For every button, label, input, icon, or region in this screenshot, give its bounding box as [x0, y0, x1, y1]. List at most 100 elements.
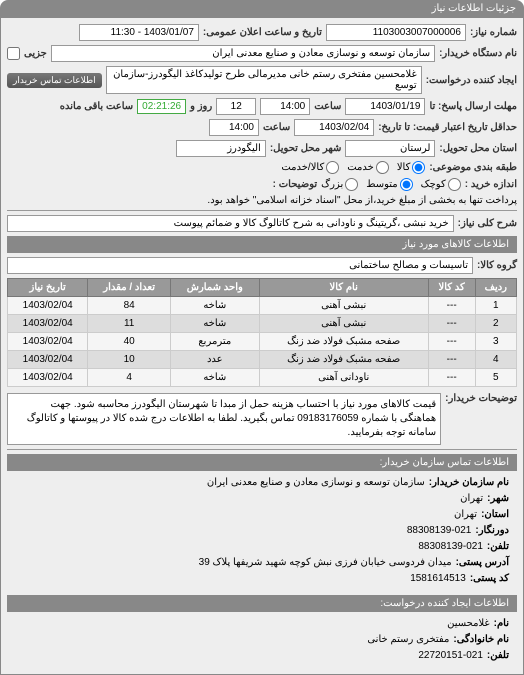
- payment-note-label: توضیحات :: [273, 179, 317, 190]
- resp-label: مهلت ارسال پاسخ: تا: [429, 101, 517, 112]
- panel-title: جزئیات اطلاعات نیاز: [0, 0, 524, 17]
- contact-info: نام سازمان خریدار:سازمان توسعه و نوسازی …: [7, 471, 517, 591]
- req-no: 1103003007000006: [326, 24, 466, 41]
- radio-goods-label: کالا: [397, 162, 411, 173]
- goods-table: ردیفکد کالانام کالاواحد شمارشتعداد / مقد…: [7, 278, 517, 387]
- valid-date: 1403/02/04: [294, 119, 374, 136]
- table-cell: ---: [428, 351, 475, 369]
- goods-header: اطلاعات کالاهای مورد نیاز: [7, 236, 517, 253]
- table-cell: 1403/02/04: [8, 333, 88, 351]
- delivery-state: لرستان: [345, 140, 435, 157]
- radio-medium[interactable]: [400, 178, 413, 191]
- valid-hour: 14:00: [209, 119, 259, 136]
- delivery-city-label: شهر محل تحویل:: [270, 143, 342, 154]
- table-cell: صفحه مشبک فولاد ضد زنگ: [259, 351, 428, 369]
- table-row: 2---نبشی آهنیشاخه111403/02/04: [8, 315, 517, 333]
- table-cell: 1403/02/04: [8, 315, 88, 333]
- radio-service-label: خدمت: [347, 162, 374, 173]
- radio-service[interactable]: [376, 161, 389, 174]
- table-row: 5---ناودانی آهنیشاخه41403/02/04: [8, 369, 517, 387]
- payment-note: پرداخت تنها به بخشی از مبلغ خرید،از محل …: [207, 195, 517, 206]
- contact-header: اطلاعات تماس سازمان خریدار:: [7, 454, 517, 471]
- pkg-radio-group: کالا خدمت کالا/خدمت: [281, 161, 425, 174]
- delivery-city: الیگودرز: [176, 140, 266, 157]
- countdown: 02:21:26: [137, 99, 186, 114]
- resp-hour-label: ساعت: [314, 101, 341, 112]
- table-cell: 3: [475, 333, 516, 351]
- table-cell: ---: [428, 369, 475, 387]
- group-value: تاسیسات و مصالح ساختمانی: [7, 257, 473, 274]
- table-cell: نبشی آهنی: [259, 315, 428, 333]
- creator-name: غلامحسین مفتخری رستم خانی مدیرمالی طرح ت…: [106, 66, 422, 94]
- radio-small-label: کوچک: [421, 179, 446, 190]
- radio-medium-label: متوسط: [366, 179, 397, 190]
- table-cell: 2: [475, 315, 516, 333]
- table-cell: ---: [428, 315, 475, 333]
- subject-label: شرح کلی نیاز:: [458, 218, 517, 229]
- resp-date: 1403/01/19: [345, 98, 425, 115]
- delivery-state-label: استان محل تحویل:: [439, 143, 517, 154]
- table-cell: مترمربع: [170, 333, 259, 351]
- table-cell: شاخه: [170, 315, 259, 333]
- table-cell: 5: [475, 369, 516, 387]
- pub-date-label: تاریخ و ساعت اعلان عمومی:: [203, 27, 322, 38]
- table-header: تاریخ نیاز: [8, 279, 88, 297]
- partial-checkbox[interactable]: [7, 47, 20, 60]
- requester-header: اطلاعات ایجاد کننده درخواست:: [7, 595, 517, 612]
- table-cell: 40: [88, 333, 171, 351]
- table-cell: نبشی آهنی: [259, 297, 428, 315]
- contact-buyer-button[interactable]: اطلاعات تماس خریدار: [7, 73, 102, 88]
- valid-hour-label: ساعت: [263, 122, 290, 133]
- radio-both[interactable]: [326, 161, 339, 174]
- buyer-note-label: توضیحات خریدار:: [445, 393, 517, 404]
- table-cell: 10: [88, 351, 171, 369]
- radio-large-label: بزرگ: [321, 179, 343, 190]
- buyer-note-text: قیمت کالاهای مورد نیاز با احتساب هزینه ح…: [7, 393, 441, 445]
- group-label: گروه کالا:: [477, 260, 517, 271]
- subject-value: خرید نبشی ،گریتینگ و ناودانی به شرح کاتا…: [7, 215, 454, 232]
- partial-label: جزیی: [24, 48, 47, 59]
- pkg-label: طبقه بندی موضوعی:: [429, 162, 517, 173]
- size-radio-group: کوچک متوسط بزرگ: [321, 178, 461, 191]
- table-row: 4---صفحه مشبک فولاد ضد زنگعدد101403/02/0…: [8, 351, 517, 369]
- creator-label: ایجاد کننده درخواست:: [426, 75, 517, 86]
- table-cell: ---: [428, 297, 475, 315]
- radio-small[interactable]: [448, 178, 461, 191]
- radio-goods[interactable]: [412, 161, 425, 174]
- table-header: نام کالا: [259, 279, 428, 297]
- table-cell: 84: [88, 297, 171, 315]
- size-label: اندازه خرید :: [465, 179, 517, 190]
- table-cell: صفحه مشبک فولاد ضد زنگ: [259, 333, 428, 351]
- requester-info: نام:غلامحسین نام خانوادگی:مفتخری رستم خا…: [7, 612, 517, 668]
- table-cell: 4: [88, 369, 171, 387]
- table-cell: 1403/02/04: [8, 351, 88, 369]
- main-section: شماره نیاز: 1103003007000006 تاریخ و ساع…: [0, 17, 524, 675]
- resp-hour: 14:00: [260, 98, 310, 115]
- buyer-name: سازمان توسعه و نوسازی معادن و صنایع معدن…: [51, 45, 435, 62]
- buyer-label: نام دستگاه خریدار:: [439, 48, 517, 59]
- days-val: 12: [216, 98, 256, 115]
- remain-label: ساعت باقی مانده: [60, 101, 133, 112]
- table-cell: شاخه: [170, 297, 259, 315]
- table-cell: ناودانی آهنی: [259, 369, 428, 387]
- valid-label: حداقل تاریخ اعتبار قیمت: تا تاریخ:: [378, 122, 517, 133]
- table-header: کد کالا: [428, 279, 475, 297]
- table-header: ردیف: [475, 279, 516, 297]
- table-cell: 1: [475, 297, 516, 315]
- table-cell: عدد: [170, 351, 259, 369]
- table-cell: شاخه: [170, 369, 259, 387]
- table-row: 1---نبشی آهنیشاخه841403/02/04: [8, 297, 517, 315]
- table-cell: 1403/02/04: [8, 297, 88, 315]
- days-label: روز و: [190, 101, 212, 112]
- table-row: 3---صفحه مشبک فولاد ضد زنگمترمربع401403/…: [8, 333, 517, 351]
- table-cell: ---: [428, 333, 475, 351]
- radio-both-label: کالا/خدمت: [281, 162, 324, 173]
- req-no-label: شماره نیاز:: [470, 27, 517, 38]
- pub-date: 1403/01/07 - 11:30: [79, 24, 199, 41]
- table-header: واحد شمارش: [170, 279, 259, 297]
- table-header: تعداد / مقدار: [88, 279, 171, 297]
- table-cell: 1403/02/04: [8, 369, 88, 387]
- radio-large[interactable]: [345, 178, 358, 191]
- table-cell: 11: [88, 315, 171, 333]
- table-cell: 4: [475, 351, 516, 369]
